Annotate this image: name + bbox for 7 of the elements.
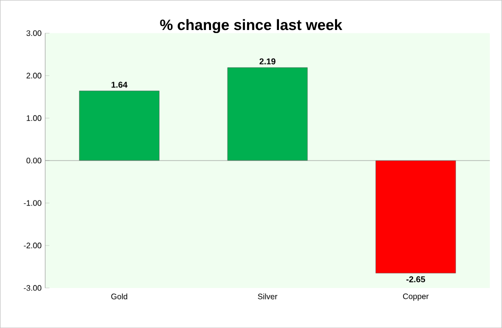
data-label: 2.19 (260, 58, 276, 64)
data-label: 1.64 (112, 82, 128, 88)
data-label: -2.65 (406, 276, 426, 282)
bar (79, 90, 160, 161)
chart-title: % change since last week (160, 19, 342, 34)
bar (376, 160, 456, 274)
bar (227, 67, 308, 161)
